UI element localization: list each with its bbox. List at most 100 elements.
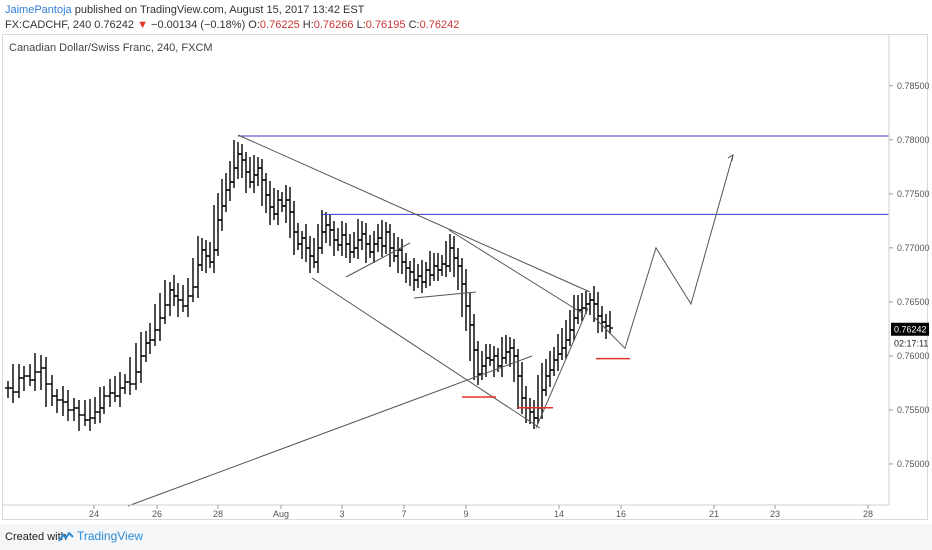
close-value: 0.76242 <box>419 19 460 31</box>
trend-line <box>448 229 583 314</box>
low-value: 0.76195 <box>365 19 406 31</box>
ohlc-bar <box>511 339 517 382</box>
price-tick-label: 0.78000 <box>897 135 930 145</box>
ohlc-bar <box>255 157 261 186</box>
ohlc-bar <box>97 387 103 423</box>
ohlc-bar <box>335 228 341 251</box>
ohlc-bar <box>138 332 144 383</box>
ohlc-bar <box>447 234 453 272</box>
ohlc-bar <box>507 337 513 367</box>
ohlc-bar <box>499 337 505 377</box>
price-axis[interactable]: 0.78500 0.78000 0.77500 0.77000 0.76500 0.760… <box>888 35 930 505</box>
ohlc-bar <box>455 248 461 290</box>
tradingview-logo-icon <box>58 531 74 542</box>
trend-drawings <box>127 134 889 507</box>
time-tick-label: 28 <box>213 509 223 519</box>
ohlc-bar <box>227 161 233 201</box>
time-tick-label: 3 <box>339 509 344 519</box>
time-tick-label: 14 <box>554 509 564 519</box>
ohlc-bar <box>10 364 16 403</box>
ohlc-bar <box>595 292 601 333</box>
chart-frame <box>2 34 928 520</box>
ohlc-bar <box>547 351 553 387</box>
bar-countdown: 02:17:11 <box>894 339 928 349</box>
ohlc-bar <box>559 328 565 360</box>
open-label: O: <box>248 19 260 31</box>
time-tick-label: 23 <box>770 509 780 519</box>
ohlc-bar <box>199 238 205 271</box>
time-axis[interactable]: 24 26 28 Aug 3 7 9 14 16 21 23 28 <box>3 504 889 519</box>
ohlc-bar <box>87 399 93 431</box>
ohlc-bar <box>195 236 201 298</box>
ohlc-bar <box>387 224 393 267</box>
ohlc-bar <box>117 372 123 407</box>
ohlc-bar <box>551 347 557 376</box>
ohlc-bar <box>379 220 385 257</box>
ohlc-bar <box>5 381 11 398</box>
ohlc-bar <box>451 236 457 277</box>
ohlc-bar <box>231 140 237 188</box>
ohlc-bar <box>535 375 541 424</box>
open-value: 0.76225 <box>259 19 300 31</box>
close-label: C: <box>408 19 420 31</box>
ohlc-bar <box>435 253 441 281</box>
ohlc-bar <box>459 258 465 317</box>
ohlc-bar <box>363 223 369 263</box>
ohlc-bar <box>247 157 253 188</box>
ohlc-bar <box>54 389 60 413</box>
ohlc-bar <box>383 222 389 254</box>
ohlc-bar <box>539 363 545 419</box>
ohlc-bar <box>599 306 605 332</box>
ohlc-bar <box>439 255 445 276</box>
ohlc-bar <box>583 291 589 314</box>
created-with-text: Created with <box>5 531 67 543</box>
ohlc-bar <box>180 285 186 312</box>
ohlc-bar <box>491 346 497 377</box>
ohlc-bar <box>587 293 593 315</box>
header-bar: JaimePantoja published on TradingView.co… <box>0 0 932 34</box>
published-text: published on TradingView.com, August 15,… <box>74 4 365 16</box>
ohlc-bar <box>367 235 373 258</box>
ohlc-bar <box>331 221 337 256</box>
ohlc-bar <box>351 232 357 258</box>
ohlc-bar <box>307 236 313 273</box>
ohlc-bar <box>311 238 317 268</box>
ohlc-bar <box>503 335 509 364</box>
ohlc-bar <box>162 280 168 324</box>
ohlc-bar <box>60 386 66 416</box>
ohlc-bar <box>32 353 38 391</box>
time-tick-label: 28 <box>863 509 873 519</box>
time-tick-label: 26 <box>152 509 162 519</box>
ohlc-bar <box>271 188 277 220</box>
author-link[interactable]: JaimePantoja <box>5 4 72 16</box>
ohlc-bar <box>395 237 401 273</box>
ohlc-bar <box>355 219 361 259</box>
ohlc-bar <box>543 359 549 396</box>
ohlc-bar <box>143 331 149 362</box>
ohlc-bar <box>251 155 257 193</box>
trend-line <box>535 307 589 429</box>
tradingview-link[interactable]: TradingView <box>58 529 143 543</box>
down-arrow-icon: ▼ <box>137 19 148 31</box>
ohlc-bar <box>343 223 349 258</box>
price-tick-label: 0.75000 <box>897 459 930 469</box>
ohlc-bar <box>263 173 269 213</box>
ohlc-bar <box>65 390 71 421</box>
ohlc-bar <box>157 293 163 341</box>
publish-line: JaimePantoja published on TradingView.co… <box>5 4 364 16</box>
last-price: 0.76242 <box>94 19 135 31</box>
time-tick-label: 9 <box>463 509 468 519</box>
symbol-label: FX:CADCHF, 240 <box>5 19 92 31</box>
ohlc-bar <box>185 278 191 317</box>
time-tick-label: Aug <box>273 509 289 519</box>
ohlc-bar <box>152 304 158 346</box>
ohlc-bar <box>49 375 55 406</box>
ohlc-bar <box>275 190 281 225</box>
time-tick-label: 21 <box>709 509 719 519</box>
ohlc-bar <box>347 234 353 263</box>
ohlc-bar <box>267 181 273 225</box>
ohlc-bar <box>112 376 118 402</box>
ohlc-bar <box>339 221 345 256</box>
ohlc-bar <box>303 224 309 262</box>
